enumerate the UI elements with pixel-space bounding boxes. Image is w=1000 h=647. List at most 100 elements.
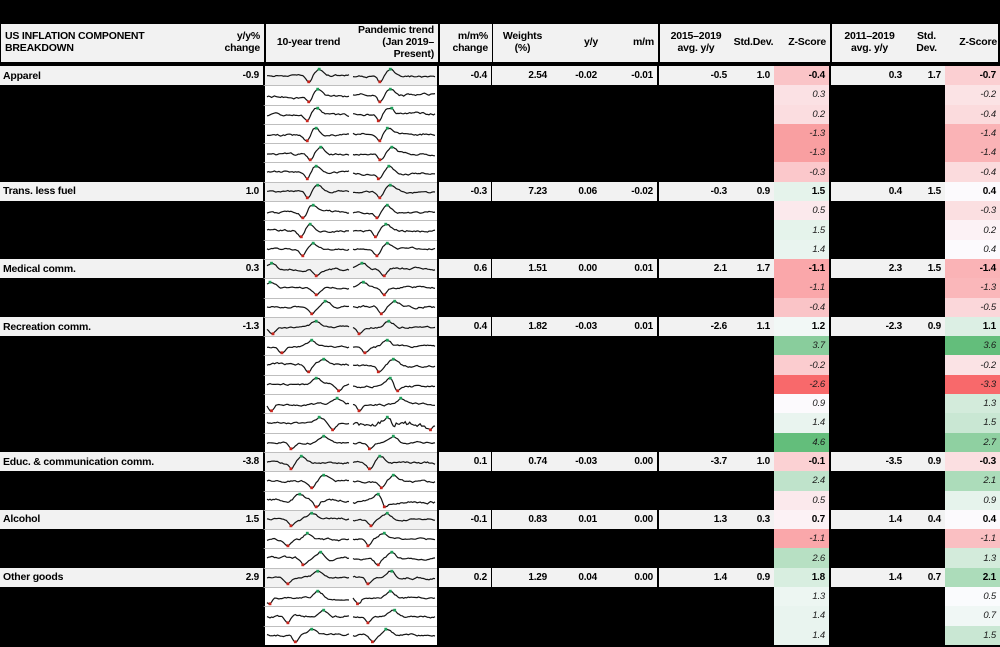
sparkline-pandemic-cell xyxy=(350,297,437,317)
mm-change-cell xyxy=(437,490,491,510)
low-point-marker xyxy=(314,274,318,277)
yy-cell xyxy=(551,548,601,568)
sparkline-10yr-cell xyxy=(263,143,350,163)
high-point-marker xyxy=(385,338,389,342)
col-header-weights: Weights (%) xyxy=(492,24,552,62)
redacted-sub-row: -1.3 -1.4 xyxy=(0,123,1000,144)
avg-2015-2019-cell xyxy=(657,394,731,414)
sparkline-pandemic-cell xyxy=(350,316,437,337)
zscore-2015-2019-cell: -1.3 xyxy=(774,123,829,144)
stddev-2015-2019-cell: 1.1 xyxy=(731,316,774,337)
mm-change-cell xyxy=(437,162,491,182)
high-point-marker xyxy=(376,492,380,496)
stddev-2015-2019-cell xyxy=(731,336,774,356)
yy-change-cell xyxy=(212,278,263,298)
avg-2015-2019-cell xyxy=(657,374,731,395)
sparkline-pandemic-cell xyxy=(350,201,437,221)
sparkline-path xyxy=(352,146,435,161)
mm-change-cell xyxy=(437,432,491,452)
yy-change-cell xyxy=(212,490,263,510)
low-point-marker xyxy=(293,640,297,644)
stddev-2015-2019-cell: 1.7 xyxy=(731,258,774,279)
stddev-2015-2019-cell xyxy=(731,394,774,414)
high-point-marker xyxy=(392,608,396,612)
mm-change-cell xyxy=(437,587,491,607)
sparkline-path xyxy=(352,435,435,450)
sparkline-pandemic-cell xyxy=(350,509,437,530)
sparkline-path xyxy=(352,262,435,277)
stddev-2015-2019-cell: 0.3 xyxy=(731,509,774,530)
sparkline-pandemic-chart xyxy=(352,473,435,490)
stddev-2015-2019-cell xyxy=(731,143,774,163)
stddev-2011-2019-cell xyxy=(906,104,945,124)
sparkline-pandemic-chart xyxy=(352,357,435,374)
low-point-marker xyxy=(299,235,303,239)
sparkline-pandemic-chart xyxy=(352,454,435,470)
redacted-sub-row: 2.4 2.1 xyxy=(0,471,1000,491)
high-point-marker xyxy=(311,242,315,245)
sparkline-10yr-cell xyxy=(263,258,350,279)
high-point-marker xyxy=(314,377,318,380)
high-point-marker xyxy=(305,531,309,535)
yy-cell xyxy=(551,413,601,433)
stddev-2011-2019-cell: 0.9 xyxy=(906,316,945,337)
sparkline-10yr-cell xyxy=(263,297,350,317)
stddev-2015-2019-cell xyxy=(731,297,774,317)
redacted-sub-row: 0.5 0.9 xyxy=(0,490,1000,510)
yy-cell: 0.04 xyxy=(551,567,601,588)
avg-2015-2019-cell xyxy=(657,355,731,375)
zscore-2015-2019-cell: 0.2 xyxy=(774,104,829,124)
avg-2015-2019-cell xyxy=(657,529,731,549)
sparkline-10yr-cell xyxy=(263,239,350,259)
avg-2011-2019-cell xyxy=(829,355,906,375)
mm-change-cell xyxy=(437,606,491,626)
sparkline-10yr-chart xyxy=(266,87,349,104)
sparkline-pandemic-chart xyxy=(352,396,435,412)
sparkline-pandemic-cell xyxy=(350,258,437,279)
col-header-10yr-trend: 10-year trend xyxy=(264,24,351,62)
yy-change-cell xyxy=(212,606,263,626)
sparkline-path xyxy=(266,570,349,585)
yy-change-cell xyxy=(212,239,263,259)
yy-cell xyxy=(551,355,601,375)
avg-2015-2019-cell xyxy=(657,85,731,105)
mm-cell xyxy=(601,336,657,356)
stddev-2011-2019-cell xyxy=(906,220,945,240)
high-point-marker xyxy=(321,608,325,612)
zscore-2015-2019-cell: 0.9 xyxy=(774,394,829,414)
sparkline-path xyxy=(352,377,435,392)
yy-cell xyxy=(551,490,601,510)
weights-cell xyxy=(491,220,551,240)
table-header-row: US INFLATION COMPONENT BREAKDOWN y/y% ch… xyxy=(0,24,1000,62)
sparkline-path xyxy=(352,455,435,469)
sparkline-10yr-cell xyxy=(263,625,350,645)
sparkline-pandemic-cell xyxy=(350,606,437,626)
mm-change-cell xyxy=(437,201,491,221)
yy-cell xyxy=(551,201,601,221)
sparkline-path xyxy=(352,127,435,142)
low-point-marker xyxy=(377,80,381,84)
row-label: Other goods xyxy=(0,567,212,588)
stddev-2015-2019-cell xyxy=(731,123,774,144)
high-point-marker xyxy=(308,222,312,226)
zscore-2015-2019-cell: 1.8 xyxy=(774,567,829,588)
sparkline-pandemic-cell xyxy=(350,567,437,588)
low-point-marker xyxy=(289,466,292,470)
yy-cell: -0.02 xyxy=(551,66,601,86)
stddev-2011-2019-cell: 1.7 xyxy=(906,66,945,86)
stddev-2011-2019-cell xyxy=(906,548,945,568)
table-title: US INFLATION COMPONENT BREAKDOWN xyxy=(5,30,145,54)
sparkline-pandemic-chart xyxy=(352,492,435,509)
sparkline-10yr-chart xyxy=(266,126,349,142)
high-point-marker xyxy=(389,107,393,110)
sparkline-path xyxy=(266,107,349,122)
row-label: Trans. less fuel xyxy=(0,181,212,202)
yy-change-cell xyxy=(212,587,263,607)
high-point-marker xyxy=(391,473,395,477)
yy-cell xyxy=(551,162,601,182)
col-header-mm: m/m xyxy=(633,36,654,49)
sparkline-10yr-chart xyxy=(266,570,349,586)
sparkline-pandemic-chart xyxy=(352,319,435,335)
sparkline-path xyxy=(352,570,435,585)
stddev-2011-2019-cell xyxy=(906,336,945,356)
